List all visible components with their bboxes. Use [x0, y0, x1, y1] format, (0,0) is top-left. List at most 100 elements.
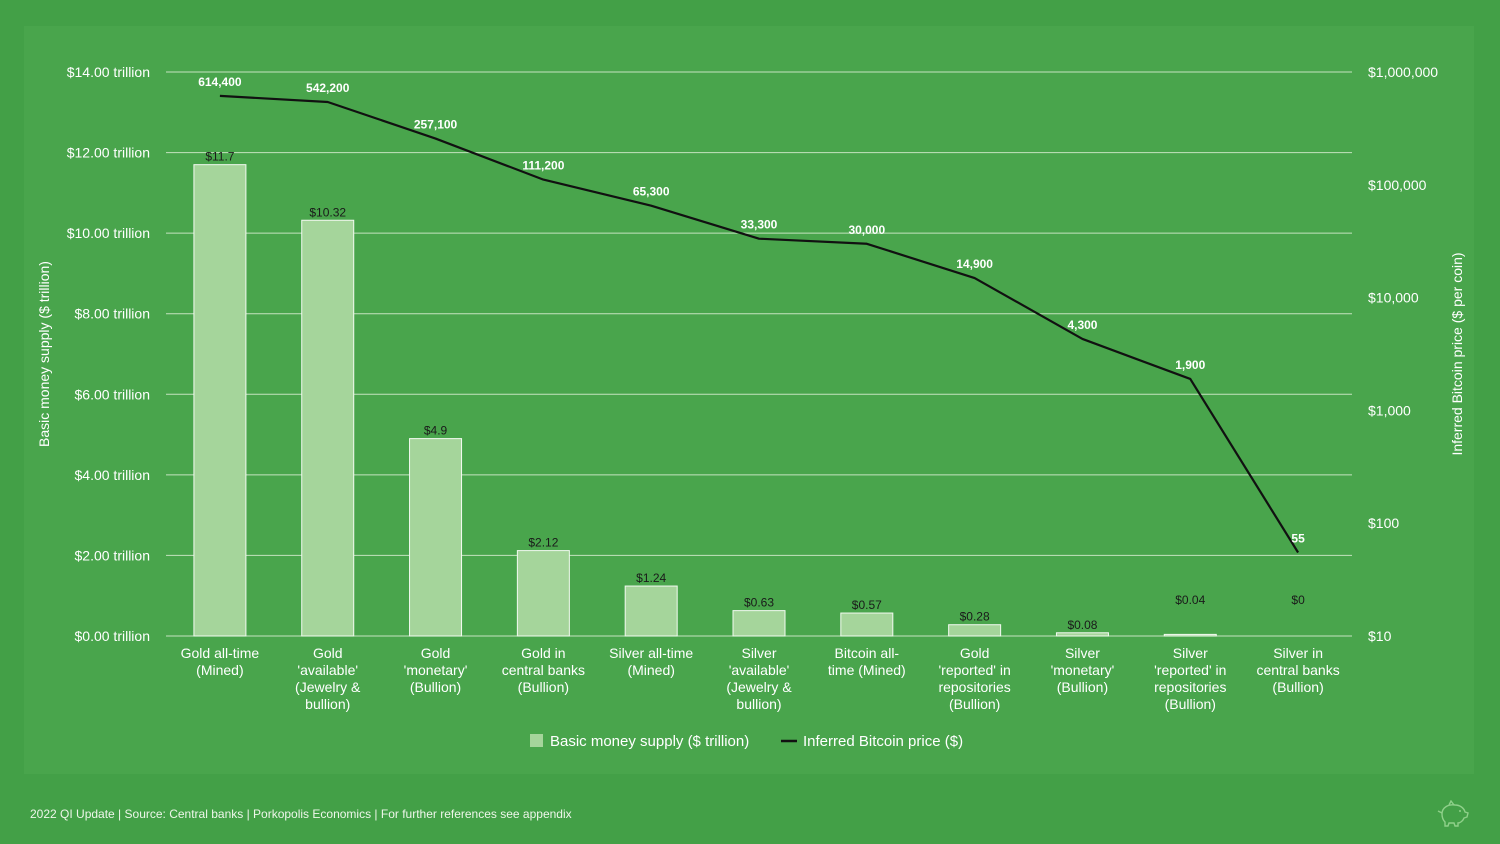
x-tick-label-line: (Bullion): [410, 679, 461, 695]
x-tick-label: Silver'monetary' (Bullion): [1051, 645, 1115, 695]
y-left-tick-label: $8.00 trillion: [75, 306, 151, 322]
series-line: [219, 94, 1300, 554]
x-tick-label-line: (Bullion): [1165, 696, 1216, 712]
line-data-label: 1,900: [1175, 358, 1205, 372]
y-left-tick-label: $10.00 trillion: [67, 225, 150, 241]
x-tick-label-line: Bitcoin all-: [835, 645, 900, 661]
bar: [948, 624, 1002, 637]
line-data-label: 111,200: [522, 159, 564, 173]
bar-data-label: $2.12: [528, 536, 558, 550]
x-tick-label-line: central banks: [502, 662, 585, 678]
bar: [193, 164, 247, 637]
chart-panel: $0.00 trillion $2.00 trillion $4.00 trilli…: [24, 26, 1474, 774]
x-tick-label: Gold'reported' in repositories (Bullion): [938, 645, 1010, 712]
x-tick-label: Gold'monetary' (Bullion): [404, 645, 468, 695]
bar: [840, 612, 894, 637]
bar-data-label: $0.57: [852, 598, 882, 612]
y-right-tick-label: $100: [1368, 515, 1399, 531]
bar-data-label: $0.08: [1067, 618, 1097, 632]
x-tick-label-line: Silver: [1065, 645, 1100, 661]
x-tick-label-line: Silver all-time: [609, 645, 693, 661]
line-data-label: 542,200: [306, 81, 350, 95]
x-tick-label-line: (Mined): [196, 662, 243, 678]
x-tick-label: Silver'reported' in repositories (Bullion): [1154, 645, 1226, 712]
bar-data-label: $4.9: [424, 424, 448, 438]
bar-data-label: $1.24: [636, 571, 666, 585]
bar: [516, 550, 570, 637]
x-tick-label-line: Silver: [1173, 645, 1208, 661]
y-right-tick-label: $10: [1368, 628, 1392, 644]
bar-data-label: $11.7: [205, 150, 234, 164]
x-tick-label: Silver'available' (Jewelry & bullion): [726, 645, 792, 712]
x-tick-label-line: central banks: [1256, 662, 1339, 678]
x-tick-label: Gold'available' (Jewelry & bullion): [295, 645, 361, 712]
line-data-label: 55: [1291, 531, 1305, 545]
y-left-tick-label: $0.00 trillion: [75, 628, 151, 644]
footer-source: 2022 QI Update | Source: Central banks |…: [30, 807, 572, 821]
bar: [1055, 632, 1109, 637]
x-tick-label-line: Gold all-time: [181, 645, 260, 661]
x-tick-label-line: repositories: [938, 679, 1010, 695]
x-tick-label-line: (Bullion): [1272, 679, 1323, 695]
bar: [301, 219, 355, 637]
line-data-label: 30,000: [848, 223, 885, 237]
bar-data-label: $0: [1291, 593, 1305, 607]
chart: $0.00 trillion $2.00 trillion $4.00 trilli…: [36, 64, 1465, 750]
x-tick-label-line: repositories: [1154, 679, 1226, 695]
x-tick-label: Silver in central banks (Bullion): [1256, 645, 1339, 695]
bar: [624, 585, 678, 637]
bar: [1163, 633, 1217, 637]
y-left-tick-label: $14.00 trillion: [67, 64, 150, 80]
line-data-label: 33,300: [741, 218, 778, 232]
x-tick-label-line: (Jewelry &: [295, 679, 361, 695]
line-data-label: 614,400: [198, 75, 242, 89]
y-left-axis-title: Basic money supply ($ trillion): [36, 261, 52, 447]
x-tick-label-line: Gold: [421, 645, 451, 661]
y-left-tick-label: $6.00 trillion: [75, 386, 151, 402]
x-tick-label-line: (Bullion): [518, 679, 569, 695]
bar-data-label: $10.32: [309, 205, 346, 219]
legend-label-bar: Basic money supply ($ trillion): [550, 733, 749, 750]
bar-data-label: $0.04: [1175, 593, 1205, 607]
bar: [732, 610, 786, 637]
y-right-tick-label: $100,000: [1368, 177, 1427, 193]
x-tick-label-line: time (Mined): [828, 662, 906, 678]
line-data-label: 14,900: [956, 257, 993, 271]
bar-data-label: $0.63: [744, 596, 774, 610]
x-tick-label-line: 'reported' in: [938, 662, 1010, 678]
y-left-tick-label: $2.00 trillion: [75, 547, 151, 563]
bar-data-label: $0.28: [960, 610, 990, 624]
x-tick-label-line: (Jewelry &: [726, 679, 792, 695]
x-tick-label-line: (Mined): [627, 662, 674, 678]
line-data-label: 65,300: [633, 185, 670, 199]
x-tick-label-line: (Bullion): [1057, 679, 1108, 695]
x-tick-label-line: (Bullion): [949, 696, 1000, 712]
y-left-tick-label: $4.00 trillion: [75, 467, 151, 483]
pig-icon: [1437, 800, 1469, 827]
y-right-tick-label: $1,000,000: [1368, 64, 1438, 80]
x-tick-label-line: Gold in: [521, 645, 565, 661]
y-right-axis-title: Inferred Bitcoin price ($ per coin): [1449, 252, 1465, 455]
x-tick-label-line: 'monetary': [404, 662, 468, 678]
line-data-label: 257,100: [414, 118, 458, 132]
y-right-tick-label: $10,000: [1368, 290, 1419, 306]
x-tick-label-line: Gold: [313, 645, 343, 661]
x-tick-label-line: Silver: [741, 645, 776, 661]
legend-swatch-bar: [530, 734, 543, 747]
y-right-tick-label: $1,000: [1368, 402, 1411, 418]
x-tick-label-line: Silver in: [1273, 645, 1323, 661]
x-tick-label-line: bullion): [736, 696, 781, 712]
x-tick-label: Gold all-time (Mined): [181, 645, 260, 678]
y-left-tick-label: $12.00 trillion: [67, 145, 150, 161]
line-data-label: 4,300: [1067, 318, 1097, 332]
x-tick-label-line: Gold: [960, 645, 990, 661]
x-tick-label: Silver all-time (Mined): [609, 645, 693, 678]
x-tick-label: Bitcoin all-time (Mined): [828, 645, 906, 678]
x-tick-label-line: 'available': [729, 662, 790, 678]
bar: [409, 438, 463, 637]
x-tick-label-line: 'available': [297, 662, 358, 678]
legend-label-line: Inferred Bitcoin price ($): [803, 733, 963, 750]
x-tick-label-line: bullion): [305, 696, 350, 712]
x-tick-label-line: 'monetary': [1051, 662, 1115, 678]
x-tick-label-line: 'reported' in: [1154, 662, 1226, 678]
